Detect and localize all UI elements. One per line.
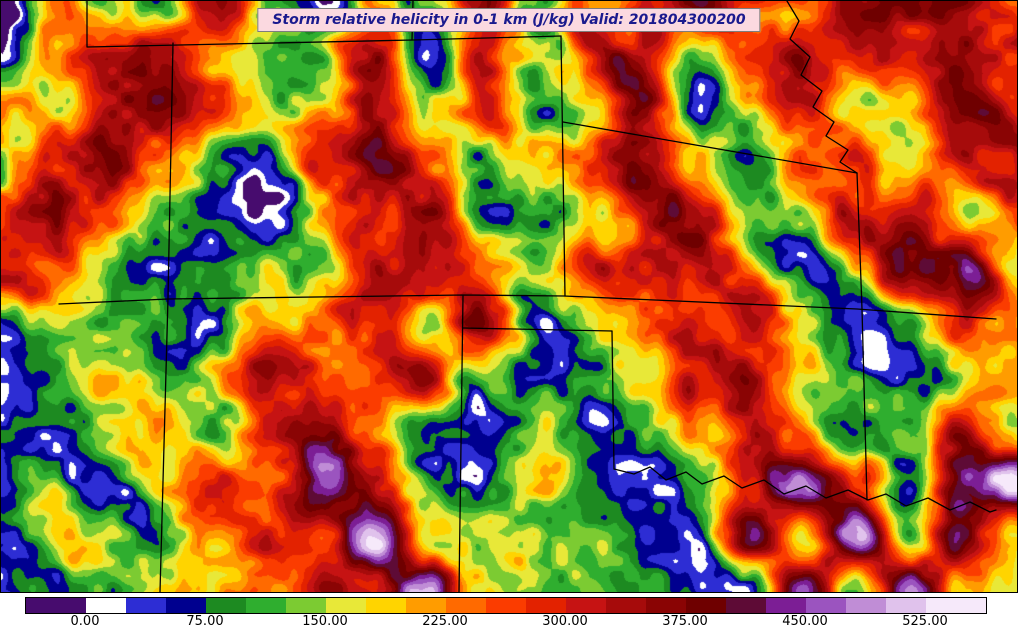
map-title: Storm relative helicity in 0-1 km (J/kg)… xyxy=(257,8,761,32)
colorbar-tick-label: 225.00 xyxy=(422,614,468,629)
colorbar-tick-label: 300.00 xyxy=(542,614,588,629)
colorbar-segment xyxy=(926,598,986,613)
colorbar-tick-label: 150.00 xyxy=(302,614,348,629)
colorbar-segment xyxy=(26,598,86,613)
colorbar-labels: 0.00 75.00 150.00 225.00 300.00 375.00 450.00 5… xyxy=(0,593,1018,633)
colorbar-segment xyxy=(886,598,926,613)
colorbar-segment xyxy=(246,598,286,613)
colorbar-segment xyxy=(86,598,126,613)
colorbar-segment xyxy=(286,598,326,613)
colorbar-segment xyxy=(126,598,166,613)
colorbar-tick-label: 0.00 xyxy=(70,614,100,629)
colorbar-segment xyxy=(166,598,206,613)
colorbar-segment xyxy=(446,598,486,613)
colorbar-tick-label: 375.00 xyxy=(662,614,708,629)
colorbar-tick-label: 450.00 xyxy=(782,614,828,629)
colorbar-segment xyxy=(686,598,726,613)
colorbar-scale xyxy=(25,597,987,614)
colorbar-segment xyxy=(526,598,566,613)
map-title-text: Storm relative helicity in 0-1 km (J/kg)… xyxy=(272,12,746,28)
colorbar-segment xyxy=(406,598,446,613)
colorbar-segment xyxy=(646,598,686,613)
colorbar-segment xyxy=(206,598,246,613)
colorbar: 0.00 75.00 150.00 225.00 300.00 375.00 450.00 5… xyxy=(0,593,1018,633)
colorbar-tick-label: 75.00 xyxy=(186,614,224,629)
colorbar-tick-label: 525.00 xyxy=(902,614,948,629)
helicity-field-canvas xyxy=(1,1,1017,592)
colorbar-segment xyxy=(606,598,646,613)
colorbar-segment xyxy=(366,598,406,613)
map-plot-area: Storm relative helicity in 0-1 km (J/kg)… xyxy=(0,0,1018,593)
colorbar-segment xyxy=(766,598,806,613)
colorbar-segment xyxy=(846,598,886,613)
colorbar-segment xyxy=(726,598,766,613)
colorbar-segment xyxy=(326,598,366,613)
colorbar-segment xyxy=(566,598,606,613)
colorbar-segment xyxy=(486,598,526,613)
colorbar-segment xyxy=(806,598,846,613)
